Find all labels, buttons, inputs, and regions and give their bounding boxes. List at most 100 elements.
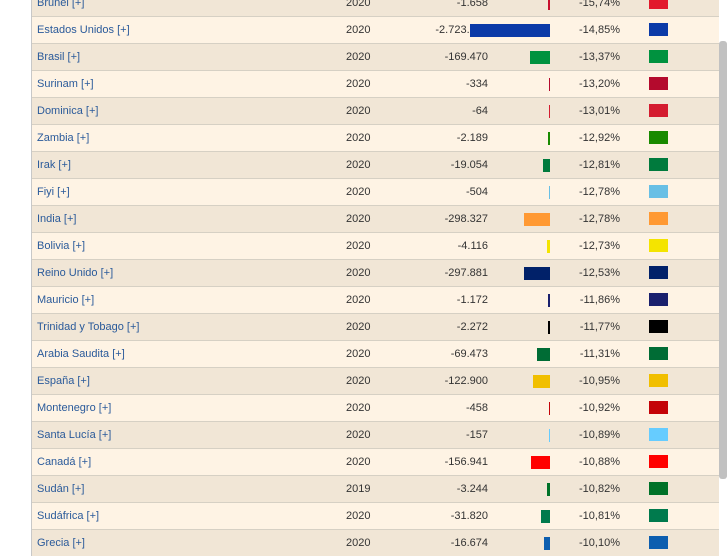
change-bar — [470, 24, 550, 37]
change-value-cell: -297.881 — [444, 267, 488, 279]
table-row: Reino Unido [+] 2020 -297.881 -12,53% — [32, 260, 719, 287]
table-row: Fiyi [+] 2020 -504 -12,78% — [32, 179, 719, 206]
year-cell: 2020 — [346, 348, 371, 360]
change-value-cell: -64 — [472, 105, 488, 117]
change-value-cell: -156.941 — [444, 456, 488, 468]
country-link[interactable]: Canadá [+] — [37, 456, 92, 468]
country-link[interactable]: Arabia Saudita [+] — [37, 348, 125, 360]
table-row: Santa Lucía [+] 2020 -157 -10,89% — [32, 422, 719, 449]
country-link[interactable]: Mauricio [+] — [37, 294, 95, 306]
year-cell: 2020 — [346, 24, 371, 36]
country-link[interactable]: India [+] — [37, 213, 77, 225]
change-value-cell: -31.820 — [450, 510, 488, 522]
bar-cell — [470, 503, 550, 529]
change-value-cell: -1.172 — [456, 294, 488, 306]
country-link[interactable]: Brasil [+] — [37, 51, 81, 63]
bar-cell — [470, 287, 550, 313]
flag-swatch — [649, 509, 668, 522]
table-row: Irak [+] 2020 -19.054 -12,81% — [32, 152, 719, 179]
percent-change-cell: -12,73% — [579, 240, 620, 252]
change-bar — [549, 186, 550, 199]
country-link[interactable]: Santa Lucía [+] — [37, 429, 112, 441]
table-row: Grecia [+] 2020 -16.674 -10,10% — [32, 530, 719, 556]
percent-change-cell: -15,74% — [579, 0, 620, 9]
change-value-cell: -169.470 — [444, 51, 488, 63]
year-cell: 2020 — [346, 456, 371, 468]
flag-swatch — [649, 374, 668, 387]
country-link[interactable]: Brunéi [+] — [37, 0, 85, 9]
country-link[interactable]: Sudáfrica [+] — [37, 510, 100, 522]
change-value-cell: -157 — [465, 429, 488, 441]
year-cell: 2020 — [346, 510, 371, 522]
flag-swatch — [649, 536, 668, 549]
percent-change-cell: -12,92% — [579, 132, 620, 144]
country-link[interactable]: España [+] — [37, 375, 90, 387]
year-cell: 2020 — [346, 429, 371, 441]
change-bar — [541, 510, 550, 523]
table-row: Sudáfrica [+] 2020 -31.820 -10,81% — [32, 503, 719, 530]
table-row: India [+] 2020 -298.327 -12,78% — [32, 206, 719, 233]
year-cell: 2020 — [346, 159, 371, 171]
percent-change-cell: -10,82% — [579, 483, 620, 495]
table-row: Bolivia [+] 2020 -4.116 -12,73% — [32, 233, 719, 260]
change-value-cell: -19.054 — [450, 159, 488, 171]
year-cell: 2020 — [346, 402, 371, 414]
table-row: España [+] 2020 -122.900 -10,95% — [32, 368, 719, 395]
country-link[interactable]: Montenegro [+] — [37, 402, 112, 414]
flag-swatch — [649, 50, 668, 63]
change-value-cell: -458 — [465, 402, 488, 414]
bar-cell — [470, 341, 550, 367]
table-row: Sudán [+] 2019 -3.244 -10,82% — [32, 476, 719, 503]
change-bar — [548, 0, 550, 10]
percent-change-cell: -11,77% — [579, 321, 620, 333]
flag-swatch — [649, 482, 668, 495]
country-link[interactable]: Sudán [+] — [37, 483, 85, 495]
bar-cell — [470, 422, 550, 448]
year-cell: 2020 — [346, 51, 371, 63]
table-row: Arabia Saudita [+] 2020 -69.473 -11,31% — [32, 341, 719, 368]
country-link[interactable]: Reino Unido [+] — [37, 267, 114, 279]
change-bar — [530, 51, 550, 64]
change-bar — [531, 456, 550, 469]
country-link[interactable]: Estados Unidos [+] — [37, 24, 130, 36]
bar-cell — [470, 233, 550, 259]
percent-change-cell: -12,78% — [579, 186, 620, 198]
flag-swatch — [649, 185, 668, 198]
table-row: Zambia [+] 2020 -2.189 -12,92% — [32, 125, 719, 152]
table-row: Estados Unidos [+] 2020 -2.723.346 -14,85% — [32, 17, 719, 44]
change-bar — [544, 537, 550, 550]
change-value-cell: -16.674 — [450, 537, 488, 549]
country-link[interactable]: Surinam [+] — [37, 78, 94, 90]
year-cell: 2020 — [346, 375, 371, 387]
bar-cell — [470, 17, 550, 43]
percent-change-cell: -11,86% — [579, 294, 620, 306]
change-bar — [549, 402, 550, 415]
country-link[interactable]: Grecia [+] — [37, 537, 85, 549]
change-bar — [549, 105, 550, 118]
country-link[interactable]: Irak [+] — [37, 159, 71, 171]
country-link[interactable]: Zambia [+] — [37, 132, 90, 144]
change-bar — [549, 429, 550, 442]
bar-cell — [470, 530, 550, 556]
flag-swatch — [649, 320, 668, 333]
change-value-cell: -504 — [465, 186, 488, 198]
year-cell: 2019 — [346, 483, 371, 495]
flag-swatch — [649, 455, 668, 468]
percent-change-cell: -10,92% — [579, 402, 620, 414]
table-row: Brasil [+] 2020 -169.470 -13,37% — [32, 44, 719, 71]
change-bar — [533, 375, 550, 388]
country-link[interactable]: Bolivia [+] — [37, 240, 85, 252]
percent-change-cell: -10,10% — [579, 537, 620, 549]
percent-change-cell: -10,89% — [579, 429, 620, 441]
flag-swatch — [649, 401, 668, 414]
table-row: Mauricio [+] 2020 -1.172 -11,86% — [32, 287, 719, 314]
country-link[interactable]: Trinidad y Tobago [+] — [37, 321, 140, 333]
bar-cell — [470, 71, 550, 97]
country-link[interactable]: Fiyi [+] — [37, 186, 70, 198]
country-link[interactable]: Dominica [+] — [37, 105, 99, 117]
change-value-cell: -2.272 — [456, 321, 488, 333]
year-cell: 2020 — [346, 132, 371, 144]
year-cell: 2020 — [346, 186, 371, 198]
scrollbar-thumb[interactable] — [719, 41, 727, 479]
percent-change-cell: -10,95% — [579, 375, 620, 387]
